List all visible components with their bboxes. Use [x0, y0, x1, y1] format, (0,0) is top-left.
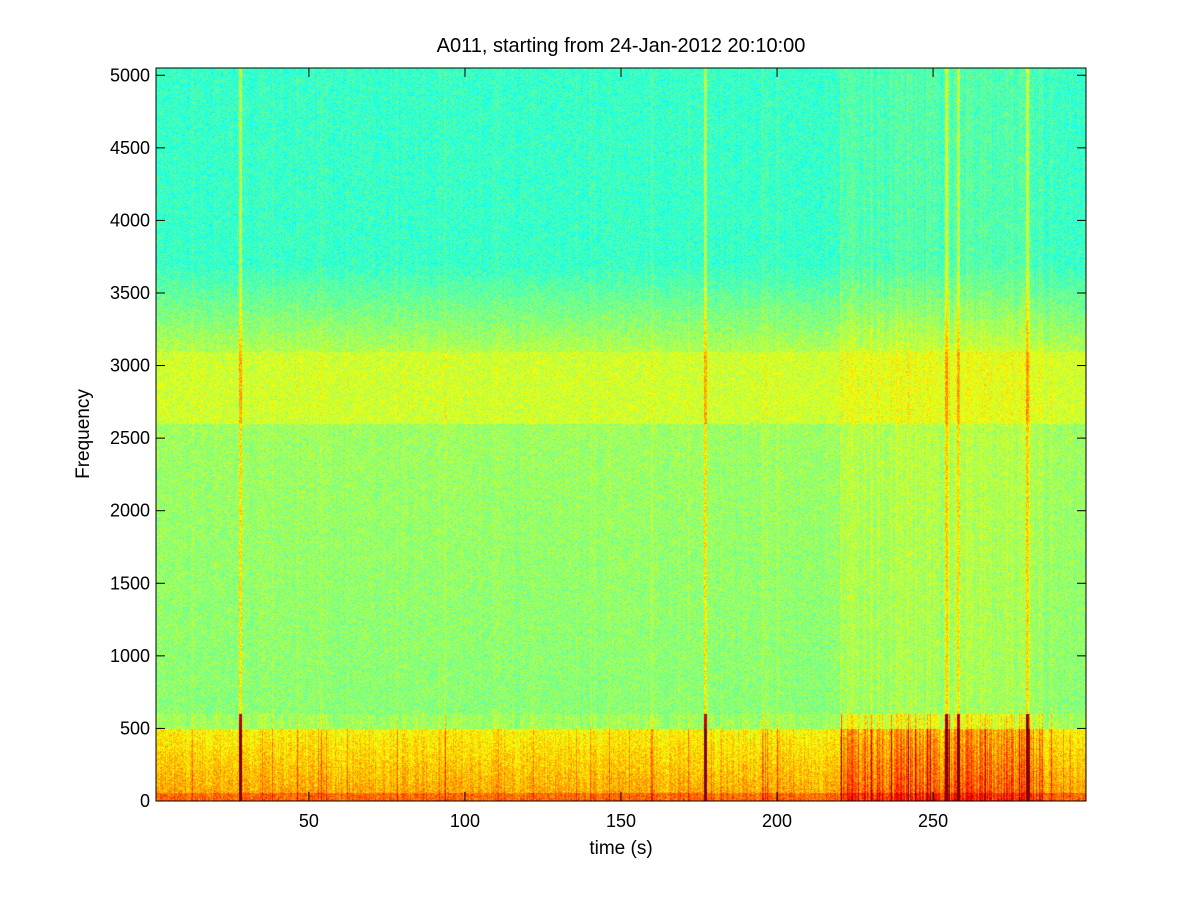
x-tick-label: 100	[450, 811, 480, 831]
chart-title: A011, starting from 24-Jan-2012 20:10:00	[437, 35, 806, 57]
x-tick-label: 150	[606, 811, 636, 831]
y-tick-label: 4000	[110, 210, 150, 230]
plot-frame	[155, 67, 1087, 802]
y-tick-label: 0	[140, 791, 150, 811]
x-tick-label: 200	[762, 811, 792, 831]
x-axis-label: time (s)	[589, 838, 652, 859]
y-tick-label: 500	[120, 718, 150, 738]
x-tick-label: 250	[918, 811, 948, 831]
y-tick-label: 3000	[110, 356, 150, 376]
y-axis-label: Frequency	[73, 389, 94, 479]
y-tick-label: 2500	[110, 428, 150, 448]
y-tick-label: 2000	[110, 501, 150, 521]
x-tick-label: 50	[299, 811, 319, 831]
y-axis-ticks: 0 500 1000 1500 2000 2500 3000 3500 4000 4500 5000	[110, 65, 1086, 811]
y-tick-label: 1500	[110, 573, 150, 593]
y-tick-label: 1000	[110, 646, 150, 666]
x-axis-ticks: 50 100 150 200 250	[299, 68, 948, 831]
y-tick-label: 3500	[110, 283, 150, 303]
spectrogram-heatmap	[156, 68, 1086, 801]
y-tick-label: 5000	[110, 65, 150, 85]
y-tick-label: 4500	[110, 138, 150, 158]
